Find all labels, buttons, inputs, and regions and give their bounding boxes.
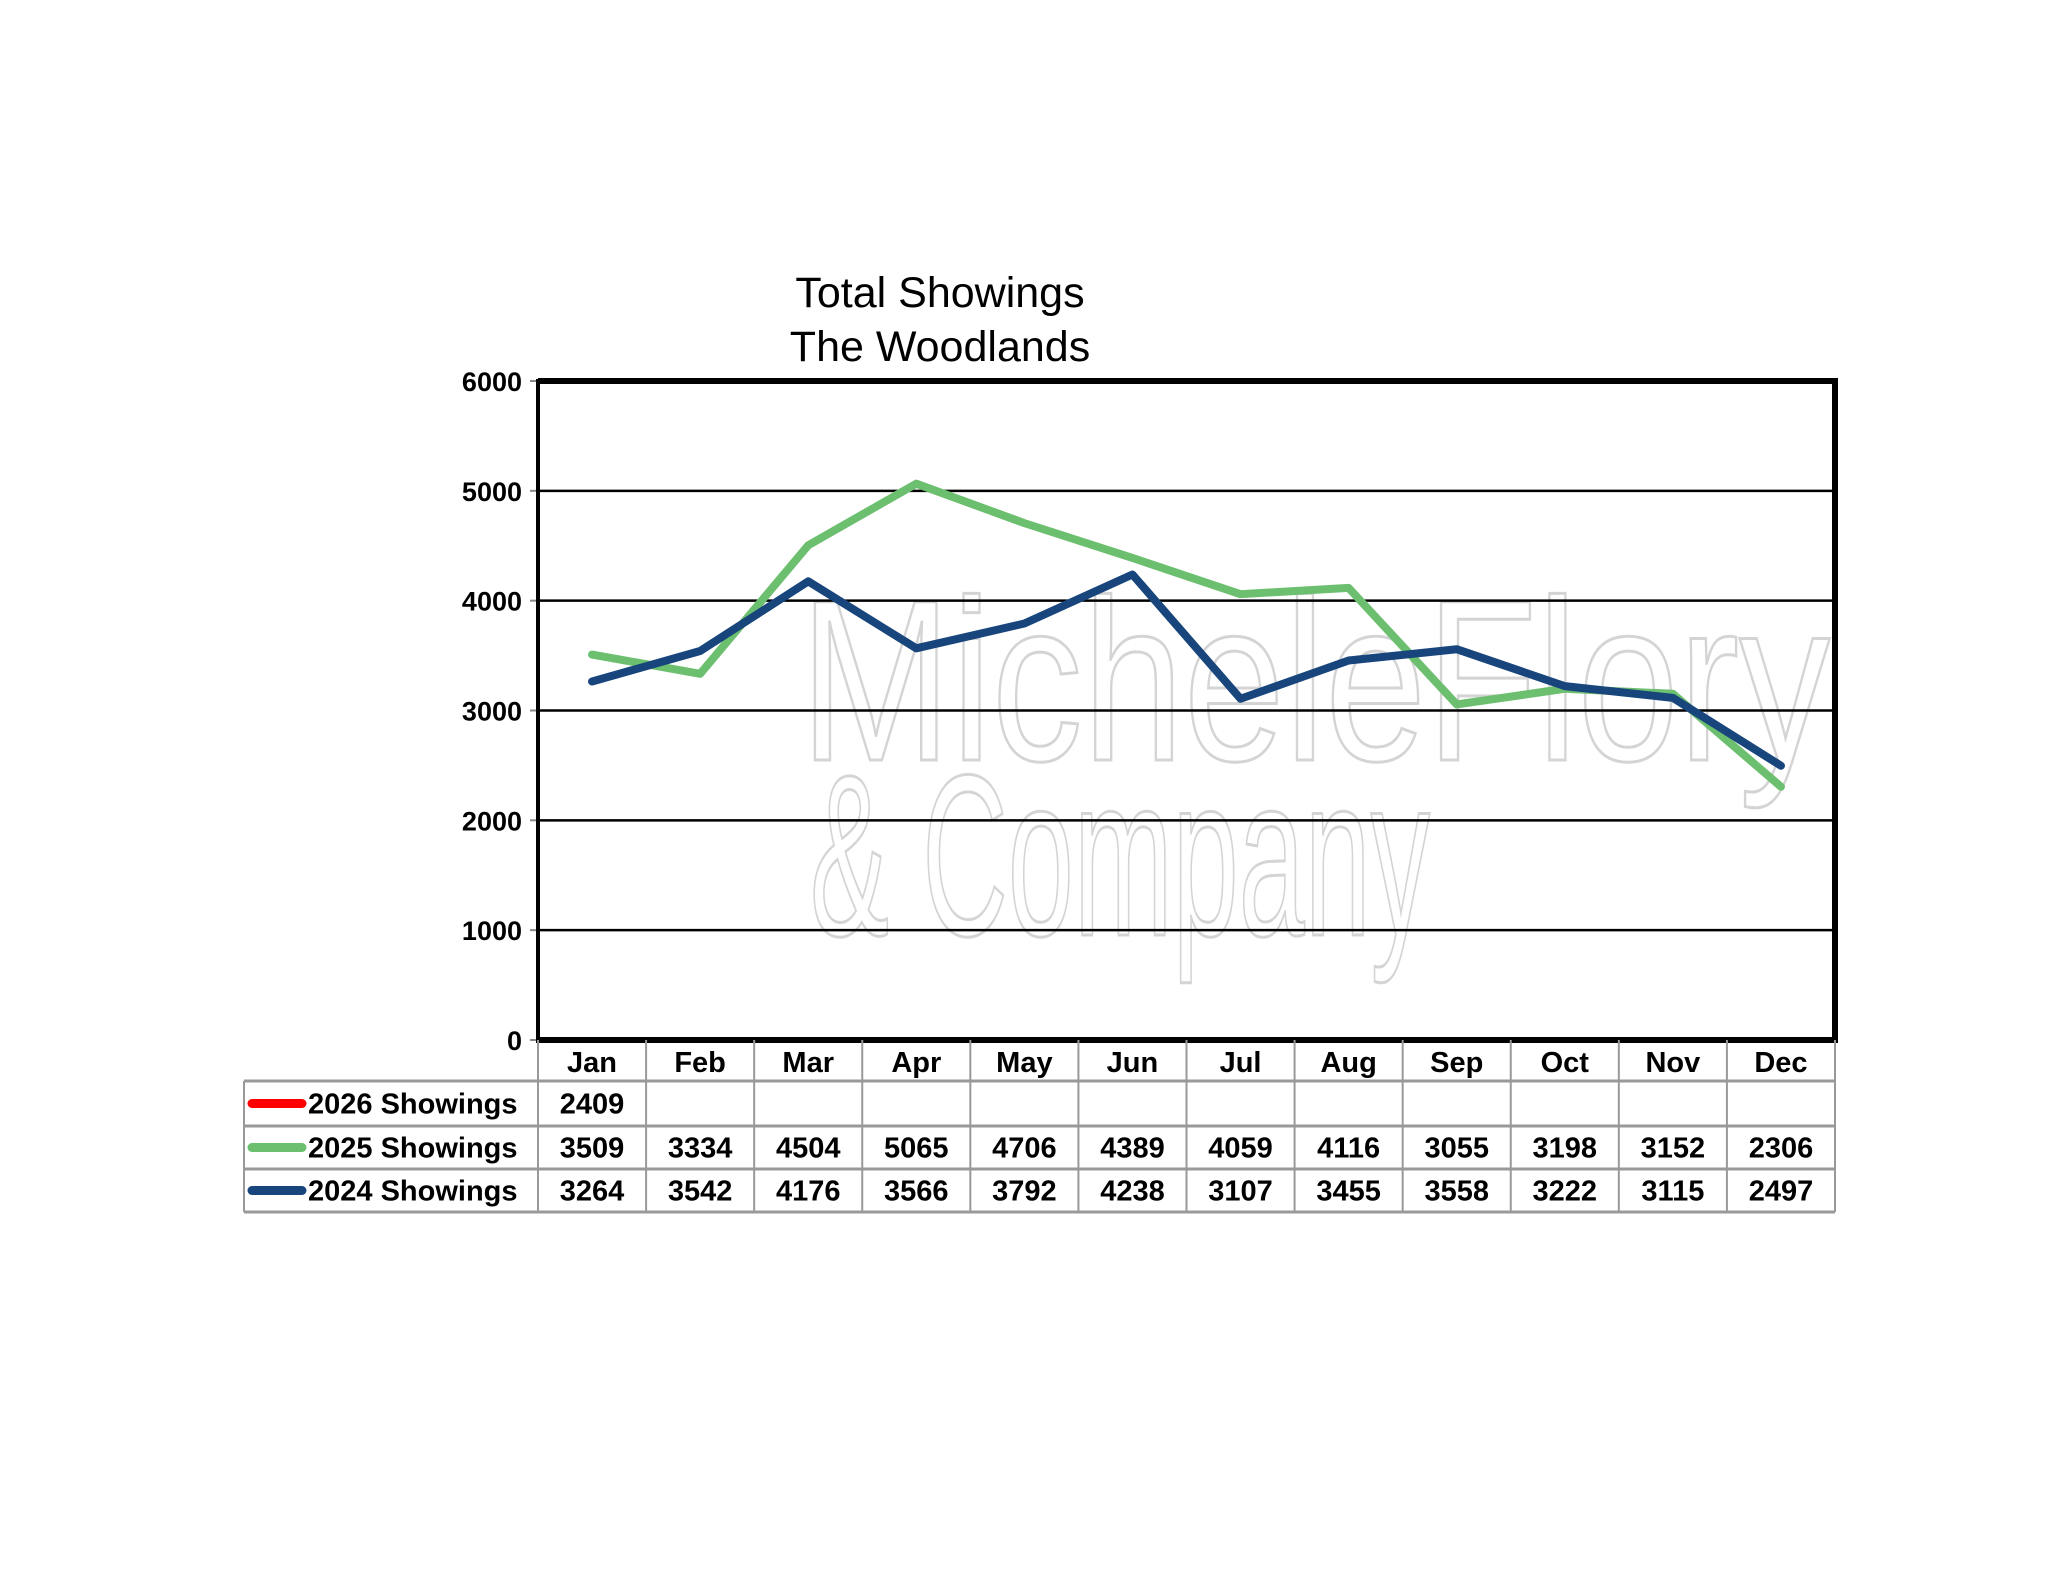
y-tick-label: 5000: [462, 477, 522, 507]
data-label: 3222: [1533, 1176, 1598, 1208]
data-label: 3542: [668, 1176, 733, 1208]
y-tick-label: 1000: [462, 916, 522, 946]
x-category-label: May: [996, 1047, 1052, 1079]
y-tick-label: 3000: [462, 697, 522, 727]
data-label: 3107: [1208, 1176, 1273, 1208]
data-label: 3264: [560, 1176, 625, 1208]
series-line-2024: [588, 570, 1785, 770]
x-category-label: Feb: [674, 1047, 726, 1079]
y-tick-label: 2000: [462, 806, 522, 836]
data-label: 3509: [560, 1133, 625, 1165]
x-category-label: Sep: [1430, 1047, 1483, 1079]
data-label: 3115: [1641, 1176, 1704, 1208]
legend-label: 2024 Showings: [308, 1176, 518, 1208]
data-label: 3558: [1424, 1176, 1489, 1208]
data-label: 3334: [668, 1133, 733, 1165]
x-category-label: Oct: [1541, 1047, 1590, 1079]
data-label: 3792: [992, 1176, 1057, 1208]
y-tick-label: 0: [507, 1026, 522, 1056]
chart-title: Total Showings: [795, 269, 1084, 317]
data-label: 3455: [1316, 1176, 1381, 1208]
data-label: 4238: [1100, 1176, 1165, 1208]
x-category-label: Mar: [782, 1047, 834, 1079]
watermark-text: & Company: [810, 727, 1430, 984]
x-category-label: Jul: [1220, 1047, 1262, 1079]
data-label: 2306: [1749, 1133, 1814, 1165]
data-label: 4059: [1208, 1133, 1273, 1165]
x-category-label: Aug: [1320, 1047, 1376, 1079]
x-category-label: Apr: [891, 1047, 941, 1079]
chart-subtitle: The Woodlands: [790, 323, 1090, 371]
data-label: 3198: [1533, 1133, 1598, 1165]
data-label: 2497: [1749, 1176, 1814, 1208]
data-label: 4504: [776, 1133, 841, 1165]
data-label: 2409: [560, 1089, 625, 1121]
y-tick-label: 6000: [462, 367, 522, 397]
data-label: 4706: [992, 1133, 1057, 1165]
data-label: 5065: [884, 1133, 949, 1165]
data-label: 3055: [1424, 1133, 1489, 1165]
legend-label: 2025 Showings: [308, 1133, 518, 1165]
data-label: 4389: [1100, 1133, 1165, 1165]
x-category-label: Jun: [1107, 1047, 1159, 1079]
data-label: 3566: [884, 1176, 949, 1208]
x-category-label: Nov: [1645, 1047, 1700, 1079]
x-category-label: Jan: [567, 1047, 617, 1079]
data-label: 3152: [1641, 1133, 1706, 1165]
data-label: 4176: [776, 1176, 841, 1208]
watermark-logo: MicheleFlory& Company: [799, 551, 1832, 986]
x-category-label: Dec: [1754, 1047, 1807, 1079]
data-label: 4116: [1317, 1133, 1380, 1165]
y-tick-label: 4000: [462, 587, 522, 617]
legend-label: 2026 Showings: [308, 1089, 518, 1121]
